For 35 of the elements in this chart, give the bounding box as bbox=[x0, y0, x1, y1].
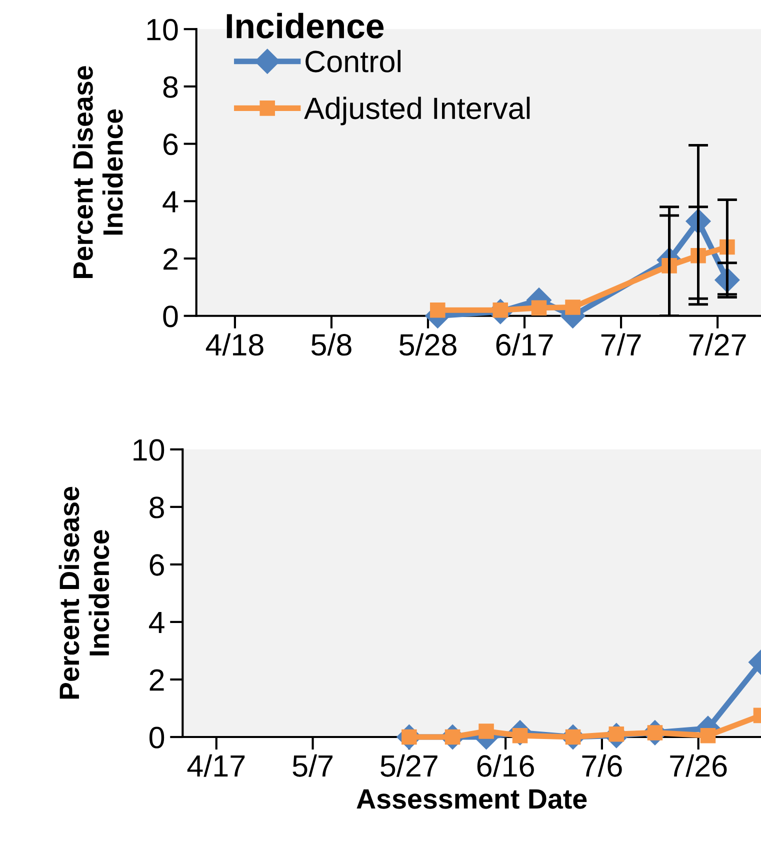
x-tick-label: 7/26 bbox=[670, 754, 727, 777]
point bbox=[430, 302, 446, 318]
x-tick-label: 7/27 bbox=[689, 333, 746, 356]
legend-label: Control bbox=[306, 50, 400, 72]
x-tick-label: 4/17 bbox=[187, 754, 245, 777]
y-tick-label: 2 bbox=[150, 669, 164, 691]
y-tick-label: 6 bbox=[164, 134, 178, 156]
x-tick-label: 5/7 bbox=[292, 754, 332, 777]
x-tick-label: 5/28 bbox=[399, 333, 456, 356]
x-tick-label: 7/6 bbox=[582, 754, 622, 777]
y-tick-label: 6 bbox=[150, 554, 164, 576]
y-tick-label: 10 bbox=[134, 439, 164, 461]
y-tick-label: 8 bbox=[163, 76, 178, 98]
point bbox=[531, 300, 547, 316]
x-tick-label: 6/16 bbox=[477, 754, 534, 777]
y-tick-label: 10 bbox=[147, 18, 178, 40]
x-tick-label: 7/7 bbox=[601, 333, 641, 356]
y-axis-title: Percent Disease Incidence bbox=[72, 66, 123, 278]
point bbox=[565, 300, 580, 315]
y-tick-label: 0 bbox=[163, 306, 178, 328]
point bbox=[700, 728, 716, 744]
x-axis-title: Assessment Date bbox=[356, 789, 587, 809]
y-axis-title: Percent Disease Incidence bbox=[58, 486, 110, 699]
y-tick-label: 0 bbox=[149, 726, 164, 748]
y-tick-label: 4 bbox=[162, 191, 178, 212]
x-tick-label: 5/27 bbox=[380, 754, 438, 777]
x-tick-label: 5/8 bbox=[311, 333, 352, 356]
y-tick-label: 4 bbox=[148, 612, 164, 634]
y-tick-label: 8 bbox=[150, 496, 164, 518]
x-tick-label: 4/18 bbox=[206, 333, 264, 356]
point bbox=[478, 724, 494, 739]
chart-title: Incidence bbox=[226, 12, 384, 38]
x-tick-label: 6/17 bbox=[496, 333, 553, 356]
legend-label: Adjusted Interval bbox=[304, 96, 530, 126]
y-tick-label: 2 bbox=[164, 248, 178, 270]
